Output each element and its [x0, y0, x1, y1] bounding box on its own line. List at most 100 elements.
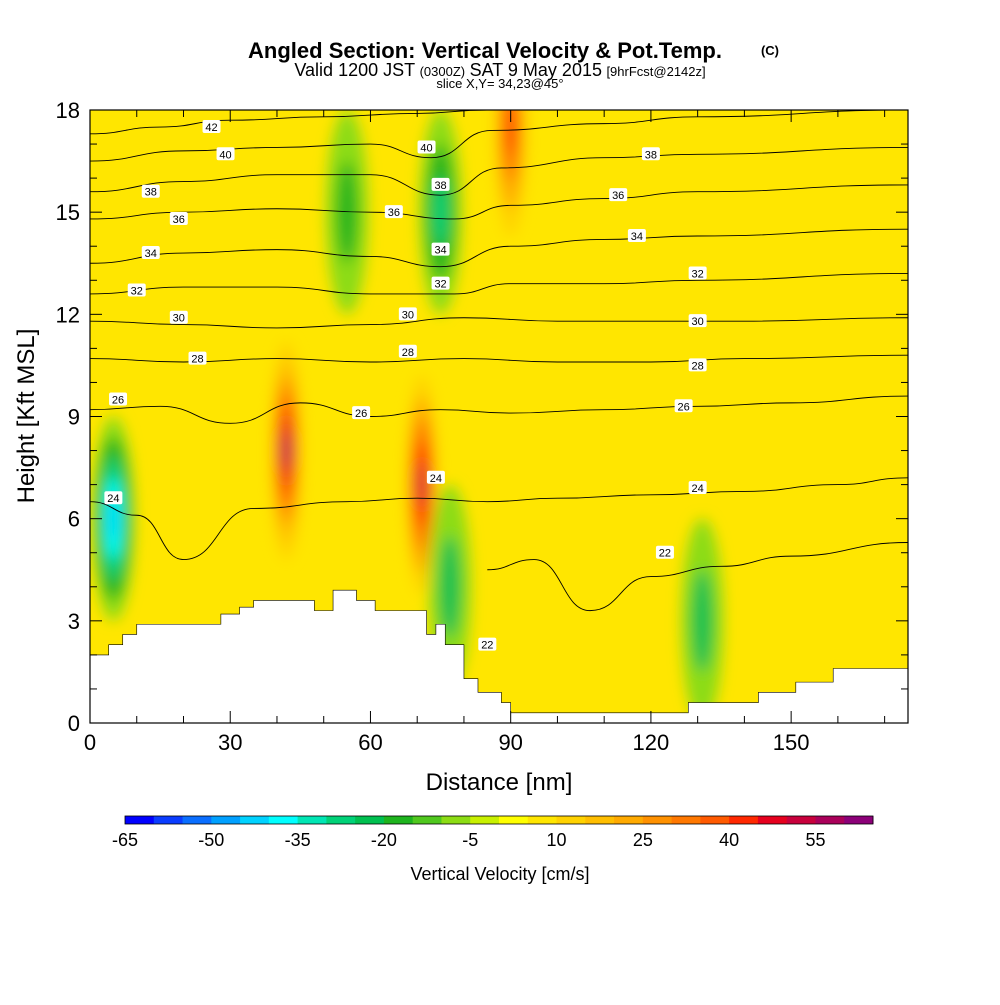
theta-label-7: 36 — [384, 205, 403, 219]
theta-label-box — [104, 491, 123, 505]
colorbar-tick-label: 55 — [805, 830, 825, 850]
theta-label-text: 32 — [434, 279, 446, 291]
theta-label-18: 28 — [188, 351, 207, 366]
theta-label-box — [398, 344, 417, 358]
colorbar-swatch — [383, 816, 414, 824]
x-tick-label: 0 — [84, 730, 96, 755]
theta-label-25: 24 — [426, 470, 445, 485]
theta-label-box — [417, 140, 436, 154]
velocity-field — [92, 110, 724, 723]
theta-label-20: 28 — [688, 358, 707, 372]
theta-label-box — [688, 481, 707, 495]
colorbar-swatch — [499, 816, 529, 824]
colorbar-swatch — [441, 816, 471, 824]
theta-contour-42 — [90, 110, 488, 135]
theta-label-28: 22 — [478, 637, 497, 652]
velocity-cell-downdraft-6-1 — [439, 535, 461, 638]
theta-label-23: 26 — [674, 399, 693, 413]
colorbar-swatch — [153, 816, 184, 824]
theta-label-box — [641, 147, 660, 161]
theta-contour-24 — [90, 477, 908, 560]
x-tick-label: 150 — [773, 730, 810, 755]
theta-label-box — [109, 392, 128, 406]
theta-label-box — [478, 637, 497, 651]
chart-subtitle: Valid 1200 JST (0300Z) SAT 9 May 2015 [9… — [294, 60, 705, 80]
theta-label-22: 26 — [352, 406, 371, 420]
theta-label-12: 32 — [127, 283, 146, 297]
theta-label-text: 28 — [191, 354, 203, 366]
theta-label-text: 38 — [645, 149, 657, 161]
theta-label-10: 34 — [431, 242, 450, 257]
plot-area: 42 40 40 38 38 38 36 36 36 34 34 34 32 32 32 30 30 30 28 28… — [90, 110, 908, 723]
theta-label-text: 36 — [612, 190, 624, 202]
theta-label-14: 32 — [688, 266, 707, 280]
theta-label-21: 26 — [109, 392, 128, 406]
theta-label-9: 34 — [141, 246, 160, 260]
theta-label-text: 34 — [145, 248, 157, 260]
theta-label-box — [169, 211, 188, 225]
theta-label-box — [216, 147, 235, 161]
colorbar-tick-label: -35 — [285, 830, 311, 850]
theta-label-8: 36 — [609, 188, 628, 202]
theta-label-text: 28 — [692, 360, 704, 372]
theta-label-box — [627, 229, 646, 243]
theta-label-17: 30 — [688, 314, 707, 328]
colorbar-swatch — [700, 816, 730, 824]
velocity-cell-downdraft-3-4 — [109, 498, 118, 540]
theta-label-text: 24 — [430, 473, 442, 485]
colorbar-tick-label: -65 — [112, 830, 138, 850]
colorbar-tick-label: 40 — [719, 830, 739, 850]
colorbar-title: Vertical Velocity [cm/s] — [410, 864, 589, 884]
theta-label-text: 32 — [131, 285, 143, 297]
colorbar-swatch — [729, 816, 759, 824]
colorbar-swatch — [556, 816, 586, 824]
theta-contour-38 — [90, 147, 908, 196]
theta-label-13: 32 — [431, 276, 450, 291]
theta-label-box — [431, 276, 450, 290]
x-tick-label: 90 — [498, 730, 522, 755]
theta-label-text: 28 — [402, 347, 414, 359]
theta-label-text: 30 — [173, 313, 185, 325]
valid-prefix: Valid 1200 JST — [294, 60, 415, 80]
colorbar-swatch — [815, 816, 845, 824]
valid-date: SAT 9 May 2015 — [470, 60, 602, 80]
y-tick-label: 9 — [68, 405, 80, 430]
colorbar-swatch — [757, 816, 788, 824]
theta-label-text: 22 — [659, 548, 671, 560]
theta-label-box — [188, 351, 207, 365]
x-tick-label: 120 — [633, 730, 670, 755]
colorbar: -65 -50 -35 -20 -5 10 25 40 55 — [112, 815, 874, 850]
theta-label-text: 38 — [145, 187, 157, 199]
theta-label-box — [431, 242, 450, 256]
theta-label-box — [169, 310, 188, 324]
theta-label-box — [655, 545, 674, 559]
velocity-cell-downdraft-7-1 — [691, 569, 713, 672]
theta-label-text: 22 — [481, 640, 493, 652]
colorbar-swatch — [585, 816, 615, 824]
theta-label-box — [352, 406, 371, 420]
colorbar-swatch — [470, 816, 500, 824]
terrain — [90, 589, 908, 723]
colorbar-swatch — [297, 816, 327, 824]
theta-label-1: 40 — [216, 147, 235, 161]
theta-contour-32 — [90, 273, 908, 295]
theta-label-box — [141, 246, 160, 260]
colorbar-swatch — [326, 816, 356, 824]
theta-label-box — [426, 470, 445, 484]
chart-slice: slice X,Y= 34,23@45° — [436, 76, 563, 91]
theta-label-24: 24 — [104, 491, 123, 505]
y-tick-label: 12 — [56, 302, 80, 327]
theta-label-text: 26 — [355, 408, 367, 420]
theta-contour-26 — [90, 395, 908, 424]
colorbar-swatch — [671, 816, 701, 824]
colorbar-tick-label: -50 — [198, 830, 224, 850]
velocity-cell-updraft-1-4 — [417, 462, 426, 507]
y-tick-label: 0 — [68, 711, 80, 736]
velocity-field-blobs — [92, 110, 724, 723]
theta-label-text: 42 — [205, 122, 217, 134]
colorbar-tick-label: 25 — [633, 830, 653, 850]
theta-label-text: 30 — [692, 316, 704, 328]
theta-contour-labels: 42 40 40 38 38 38 36 36 36 34 34 34 32 32 32 30 30 30 28 28… — [104, 120, 707, 652]
